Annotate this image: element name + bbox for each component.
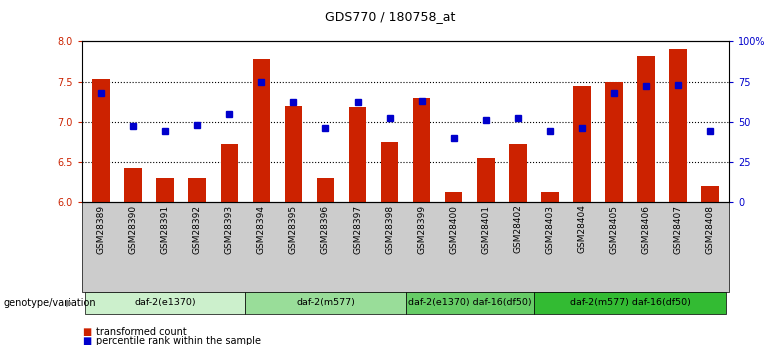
Bar <box>637 56 654 202</box>
Bar <box>605 81 622 202</box>
Text: transformed count: transformed count <box>96 327 186 337</box>
Bar <box>701 186 719 202</box>
Text: percentile rank within the sample: percentile rank within the sample <box>96 336 261 345</box>
Text: ■: ■ <box>82 327 91 337</box>
Text: ■: ■ <box>82 336 91 345</box>
Bar <box>349 107 367 202</box>
Bar <box>477 158 495 202</box>
Bar <box>92 79 110 202</box>
Bar <box>413 98 431 202</box>
Text: daf-2(m577): daf-2(m577) <box>296 298 355 307</box>
Bar <box>317 178 335 202</box>
Bar <box>253 59 270 202</box>
Bar <box>157 178 174 202</box>
Bar <box>445 192 463 202</box>
Bar <box>669 49 687 202</box>
Bar <box>124 168 142 202</box>
Text: daf-2(e1370): daf-2(e1370) <box>134 298 196 307</box>
Bar <box>221 144 238 202</box>
Text: ▶: ▶ <box>66 298 74 308</box>
Text: genotype/variation: genotype/variation <box>4 298 97 308</box>
Text: GDS770 / 180758_at: GDS770 / 180758_at <box>324 10 456 23</box>
Bar <box>381 142 399 202</box>
Bar <box>189 178 206 202</box>
Text: daf-2(m577) daf-16(df50): daf-2(m577) daf-16(df50) <box>569 298 690 307</box>
Bar <box>573 86 590 202</box>
Text: daf-2(e1370) daf-16(df50): daf-2(e1370) daf-16(df50) <box>408 298 531 307</box>
Bar <box>285 106 302 202</box>
Bar <box>541 192 558 202</box>
Bar <box>509 144 526 202</box>
